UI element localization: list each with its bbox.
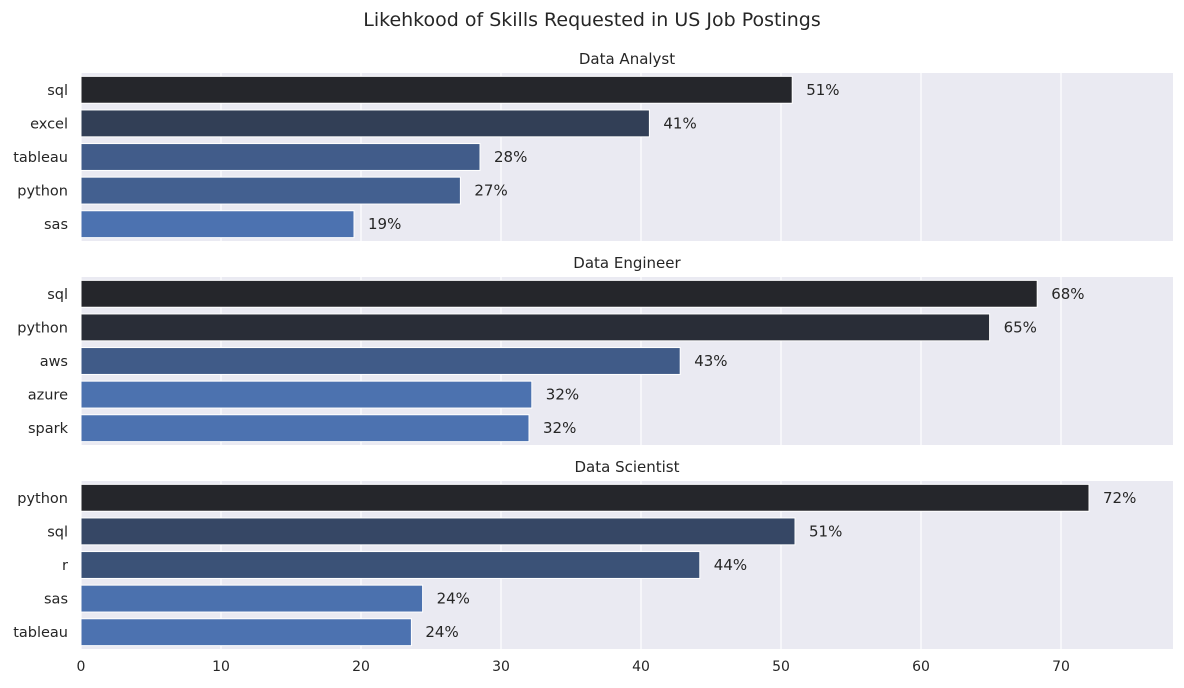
x-tick-label: 70 (1052, 659, 1070, 675)
figure-title: Likehkood of Skills Requested in US Job … (363, 9, 820, 31)
value-label: 51% (809, 522, 842, 540)
bar-sas (80, 584, 424, 613)
value-label: 24% (425, 623, 458, 641)
bar-sql (80, 279, 1038, 308)
category-label: sql (47, 524, 68, 540)
category-label: aws (40, 354, 68, 370)
bar-tableau (80, 143, 481, 171)
value-label: 65% (1004, 318, 1037, 336)
category-label: python (17, 184, 68, 200)
bar-sql (80, 517, 796, 546)
x-tick-label: 0 (77, 659, 86, 675)
chart-panels: Data Analyst sql 51% excel 41% tableau 28% pyth… (13, 50, 1173, 675)
value-label: 41% (663, 114, 696, 132)
value-label: 51% (806, 81, 839, 99)
bar-sql (80, 75, 793, 104)
bar-tableau (80, 618, 412, 647)
category-label: sas (44, 217, 68, 233)
value-label: 68% (1051, 285, 1084, 303)
x-tick-label: 10 (212, 659, 230, 675)
panel-title: Data Analyst (579, 50, 675, 68)
category-label: tableau (13, 150, 68, 166)
category-label: python (17, 320, 68, 336)
bar-r (80, 551, 701, 579)
x-tick-label: 50 (772, 659, 790, 675)
bar-aws (80, 347, 681, 375)
bar-spark (80, 414, 530, 443)
panel-title: Data Engineer (573, 254, 681, 272)
value-label: 43% (694, 352, 727, 370)
x-tick-label: 30 (492, 659, 510, 675)
bar-python (80, 313, 991, 342)
category-label: sas (44, 592, 68, 608)
value-label: 28% (494, 148, 527, 166)
bar-excel (80, 109, 650, 138)
panel-title: Data Scientist (575, 458, 680, 476)
category-label: python (17, 491, 68, 507)
value-label: 44% (714, 556, 747, 574)
category-label: excel (30, 116, 68, 132)
category-label: sql (47, 83, 68, 99)
value-label: 19% (368, 215, 401, 233)
bar-azure (80, 380, 533, 409)
category-label: tableau (13, 625, 68, 641)
panel-data-engineer: Data Engineer sql 68% python 65% aws 43% azure 3… (17, 254, 1173, 445)
value-label: 72% (1103, 489, 1136, 507)
category-label: sql (47, 287, 68, 303)
x-tick-label: 60 (912, 659, 930, 675)
x-tick-label: 20 (352, 659, 370, 675)
value-label: 27% (474, 182, 507, 200)
value-label: 32% (546, 386, 579, 404)
category-label: azure (28, 388, 68, 404)
bar-python (80, 483, 1090, 512)
category-label: r (62, 558, 68, 574)
value-label: 24% (437, 590, 470, 608)
x-tick-label: 40 (632, 659, 650, 675)
panel-data-analyst: Data Analyst sql 51% excel 41% tableau 28% pyth… (13, 50, 1173, 241)
bar-sas (80, 210, 355, 239)
panel-data-scientist: Data Scientist python 72% sql 51% r 44% sas 24% t… (13, 458, 1173, 675)
category-label: spark (28, 421, 69, 437)
value-label: 32% (543, 419, 576, 437)
bar-python (80, 176, 461, 205)
